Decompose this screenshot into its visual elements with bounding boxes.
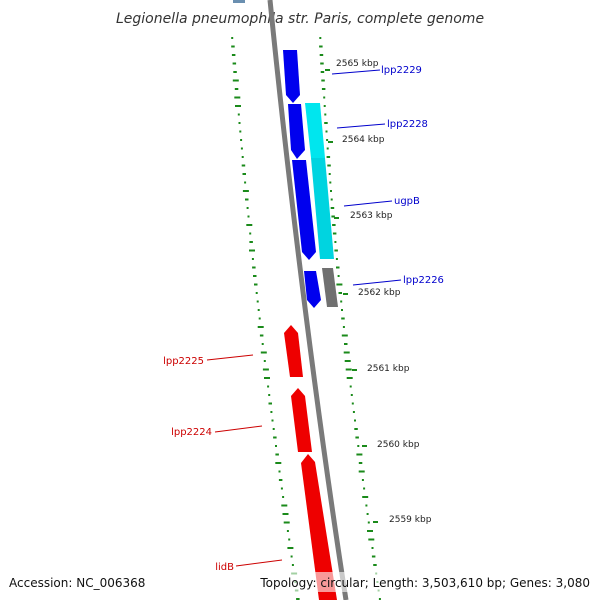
label-leaders-forward <box>331 69 402 286</box>
gene-lpp2229[interactable] <box>283 50 300 103</box>
other-feature <box>322 268 338 307</box>
gene-label-lpp2229[interactable]: lpp2229 <box>381 65 422 76</box>
label-leaders-reverse <box>206 354 283 567</box>
kbp-label-2563: 2563 kbp <box>350 211 393 221</box>
gc-track-right <box>319 37 381 600</box>
gene-lpp2225[interactable] <box>284 325 303 377</box>
gene-ugpB[interactable] <box>292 160 316 260</box>
topology-text: Topology: circular; Length: 3,503,610 bp… <box>259 576 590 590</box>
kbp-label-2559: 2559 kbp <box>389 515 432 525</box>
gene-lpp2224[interactable] <box>291 388 312 452</box>
gene-label-ugpB[interactable]: ugpB <box>394 196 420 207</box>
accession-text: Accession: NC_006368 <box>9 576 145 590</box>
gene-label-lpp2226[interactable]: lpp2226 <box>403 275 444 286</box>
gc-track-left <box>231 37 300 600</box>
gene-lpp2228[interactable] <box>288 104 305 159</box>
kbp-label-2562: 2562 kbp <box>358 288 401 298</box>
gene-label-lidB[interactable]: lidB <box>215 562 234 573</box>
gene-lidB[interactable] <box>301 454 337 600</box>
kbp-tick-marks <box>325 69 378 523</box>
top-fragment <box>233 0 245 3</box>
gene-label-lpp2228[interactable]: lpp2228 <box>387 119 428 130</box>
footer-backdrop <box>255 572 595 592</box>
kbp-label-2565: 2565 kbp <box>336 59 379 69</box>
kbp-label-2560: 2560 kbp <box>377 440 420 450</box>
map-title: Legionella pneumophila str. Paris, compl… <box>116 11 484 27</box>
gene-label-lpp2225[interactable]: lpp2225 <box>163 356 204 367</box>
kbp-label-2564: 2564 kbp <box>342 135 385 145</box>
genome-backbone <box>267 0 349 600</box>
rna-gene-2 <box>311 158 334 259</box>
kbp-label-2561: 2561 kbp <box>367 364 410 374</box>
gene-label-lpp2224[interactable]: lpp2224 <box>171 427 212 438</box>
gene-lpp2226[interactable] <box>304 271 321 308</box>
rna-gene-1 <box>305 103 325 158</box>
